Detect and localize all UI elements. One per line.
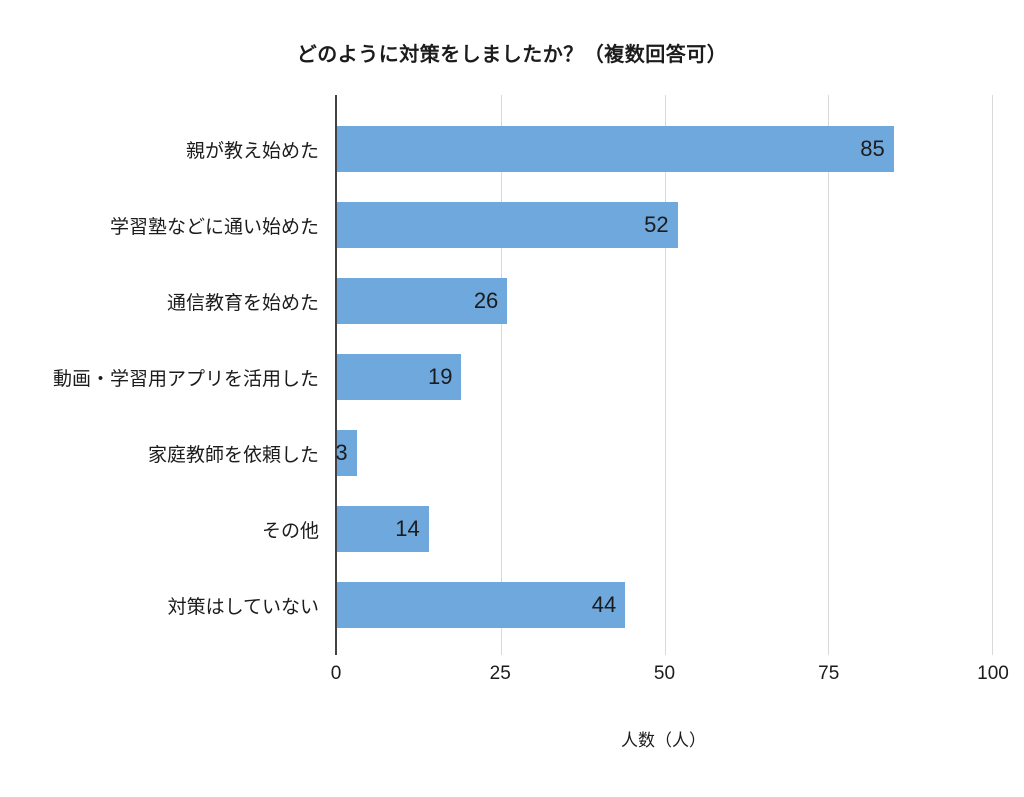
x-tick-label: 0	[330, 663, 342, 684]
category-label: 家庭教師を依頼した	[147, 444, 319, 466]
bar-value-label: 85	[860, 136, 885, 161]
bar-value-label: 52	[644, 212, 669, 237]
bar-value-label: 19	[427, 364, 453, 389]
x-axis-ticks: 0 25 50 75 100	[331, 663, 1009, 689]
bar-value-label: 44	[591, 592, 617, 617]
gridline	[500, 95, 502, 655]
plot-area: 85 52 26 19 3 14 44	[335, 95, 993, 655]
x-tick-label: 100	[977, 663, 1009, 684]
bar-value-label: 3	[335, 440, 348, 465]
x-tick-label: 75	[818, 663, 840, 684]
bar-row: 3	[335, 415, 992, 491]
bar-value-label: 14	[395, 516, 420, 541]
category-label: 親が教え始めた	[185, 140, 319, 162]
category-label: 通信教育を始めた	[166, 292, 319, 314]
bar-row: 26	[337, 263, 992, 339]
bar: 52	[337, 202, 678, 248]
category-axis-labels: 親が教え始めた学習塾などに通い始めた通信教育を始めた動画・学習用アプリを活用した…	[0, 111, 327, 643]
bar-value-label: 26	[473, 288, 499, 313]
bar: 19	[337, 354, 462, 400]
bar: 26	[337, 278, 508, 324]
bar-row: 44	[337, 567, 992, 643]
x-axis-title: 人数（人）	[621, 731, 706, 750]
x-tick-label: 50	[653, 663, 676, 684]
category-label: その他	[261, 520, 319, 542]
x-tick-label: 25	[489, 663, 511, 684]
category-label: 対策はしていない	[167, 596, 319, 618]
category-label: 動画・学習用アプリを活用した	[52, 368, 319, 390]
gridline	[664, 95, 666, 655]
bar-row: 52	[337, 187, 992, 263]
bar-row: 14	[337, 491, 992, 567]
bar: 14	[337, 506, 429, 552]
bar-row: 19	[337, 339, 992, 415]
category-label: 学習塾などに通い始めた	[109, 216, 319, 238]
bar: 44	[337, 582, 626, 628]
bar: 85	[337, 126, 894, 172]
bar-series: 85 52 26 19 3 14 44	[335, 111, 992, 643]
bar-row: 85	[337, 111, 992, 187]
bar: 3	[335, 430, 357, 476]
gridline	[828, 95, 830, 655]
gridline	[992, 95, 993, 655]
chart-title: どのように対策をしましたか？（複数回答可）	[296, 44, 728, 66]
